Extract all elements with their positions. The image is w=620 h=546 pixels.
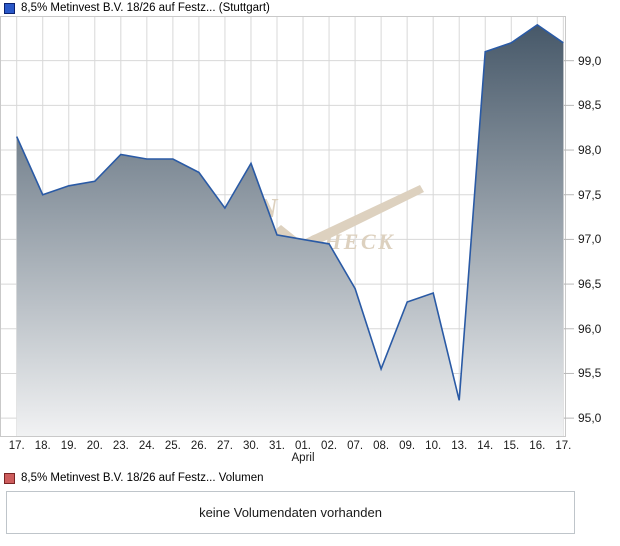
x-tick-label: 17.	[555, 440, 572, 452]
y-axis-ticks	[564, 60, 574, 419]
y-tick-label: 95,5	[578, 366, 602, 381]
month-label: April	[291, 452, 315, 464]
x-tick-label: 15.	[503, 440, 520, 452]
x-tick-label: 30.	[242, 440, 259, 452]
x-tick-label: 31.	[269, 440, 285, 452]
no-volume-message: keine Volumendaten vorhanden	[199, 505, 382, 520]
price-series-marker-icon	[4, 2, 15, 14]
price-line	[15, 23, 564, 401]
x-tick-label: 27.	[216, 440, 233, 452]
y-tick-label: 98,0	[578, 143, 602, 158]
x-tick-label: 14.	[477, 440, 494, 452]
x-tick-label: 16.	[529, 440, 546, 452]
x-tick-label: 24.	[138, 440, 155, 452]
y-tick-label: 96,0	[578, 321, 602, 336]
y-tick-label: 99,0	[578, 53, 602, 68]
y-tick-label: 97,5	[578, 187, 602, 202]
x-tick-label: 09.	[399, 440, 416, 452]
x-tick-label: 08.	[373, 440, 390, 452]
watermark-checkmark-icon	[274, 185, 424, 253]
volume-series-label: 8,5% Metinvest B.V. 18/26 auf Festz... V…	[21, 472, 264, 484]
y-tick-label: 95,0	[578, 411, 602, 426]
x-tick-label: 07.	[347, 440, 364, 452]
y-tick-label: 96,5	[578, 277, 602, 292]
volume-series-marker-icon	[4, 472, 15, 484]
volume-panel: keine Volumendaten vorhanden	[6, 491, 575, 534]
x-tick-label: 26.	[190, 440, 207, 452]
price-series-label: 8,5% Metinvest B.V. 18/26 auf Festz... (…	[21, 2, 270, 14]
volume-legend: 8,5% Metinvest B.V. 18/26 auf Festz... V…	[4, 472, 264, 484]
price-area	[16, 24, 564, 437]
x-tick-label: 01.	[295, 440, 312, 452]
y-tick-label: 98,5	[578, 98, 602, 113]
x-tick-label: 17.	[8, 440, 25, 452]
x-tick-label: 20.	[86, 440, 103, 452]
x-tick-label: 18.	[34, 440, 51, 452]
y-tick-label: 97,0	[578, 232, 602, 247]
price-legend: 8,5% Metinvest B.V. 18/26 auf Festz... (…	[4, 2, 270, 14]
plot-frame	[0, 16, 566, 437]
x-tick-label: 23.	[112, 440, 129, 452]
price-chart: N CHECK	[0, 16, 574, 437]
x-tick-label: 25.	[164, 440, 181, 452]
x-tick-label: 19.	[60, 440, 77, 452]
x-tick-label: 10.	[425, 440, 442, 452]
x-tick-label: 13.	[451, 440, 468, 452]
x-tick-label: 02.	[321, 440, 338, 452]
